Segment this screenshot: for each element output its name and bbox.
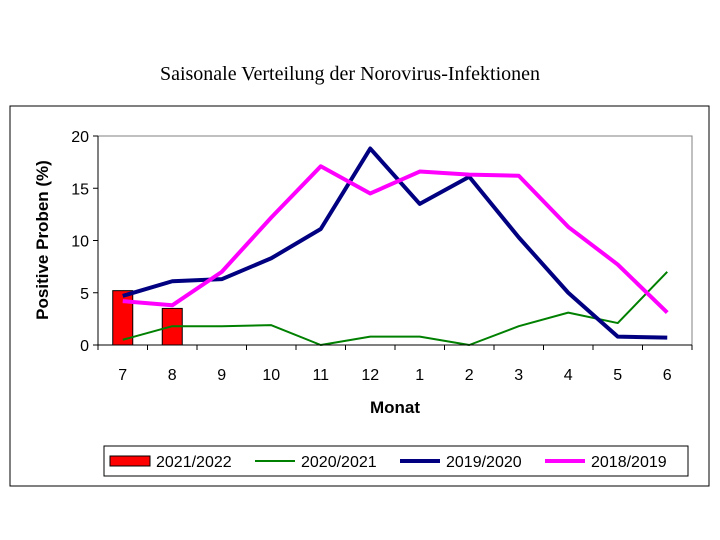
x-tick-label: 12 <box>361 367 379 384</box>
x-tick-label: 2 <box>465 367 474 384</box>
legend-swatch <box>109 455 151 467</box>
series-line <box>122 271 668 346</box>
plot-area <box>97 135 693 346</box>
series-line <box>122 146 668 340</box>
y-tick-label: 10 <box>71 234 89 251</box>
x-tick-label: 7 <box>118 367 127 384</box>
x-tick-label: 10 <box>262 367 280 384</box>
bar-series <box>112 290 183 346</box>
y-tick-label: 15 <box>71 181 89 198</box>
legend-label: 2020/2021 <box>301 454 377 471</box>
line-series <box>122 146 669 346</box>
x-tick-label: 4 <box>564 367 573 384</box>
y-tick-label: 20 <box>71 129 89 146</box>
x-tick-label: 1 <box>415 367 424 384</box>
x-tick-label: 9 <box>217 367 226 384</box>
x-axis-ticks: 7 8 9 10 11 12 1 2 3 4 5 6 <box>97 345 693 384</box>
x-tick-label: 5 <box>613 367 622 384</box>
x-tick-label: 8 <box>168 367 177 384</box>
legend-label: 2018/2019 <box>591 454 667 471</box>
legend-label: 2019/2020 <box>446 454 522 471</box>
y-tick-label: 5 <box>80 286 89 303</box>
series-line <box>122 164 669 315</box>
x-axis-label: Monat <box>370 398 420 417</box>
x-tick-label: 11 <box>312 367 329 384</box>
legend-label: 2021/2022 <box>156 454 232 471</box>
x-tick-label: 6 <box>663 367 672 384</box>
y-axis-ticks: 0 5 10 15 20 <box>71 129 98 355</box>
chart-area-frame <box>9 105 710 487</box>
legend: 2021/2022 2020/2021 2019/2020 2018/2019 <box>109 454 667 471</box>
x-tick-label: 3 <box>514 367 523 384</box>
legend-box <box>103 445 689 477</box>
y-axis-label: Positive Proben (%) <box>33 160 52 320</box>
chart-title: Saisonale Verteilung der Norovirus-Infek… <box>160 63 540 85</box>
y-tick-label: 0 <box>80 338 89 355</box>
